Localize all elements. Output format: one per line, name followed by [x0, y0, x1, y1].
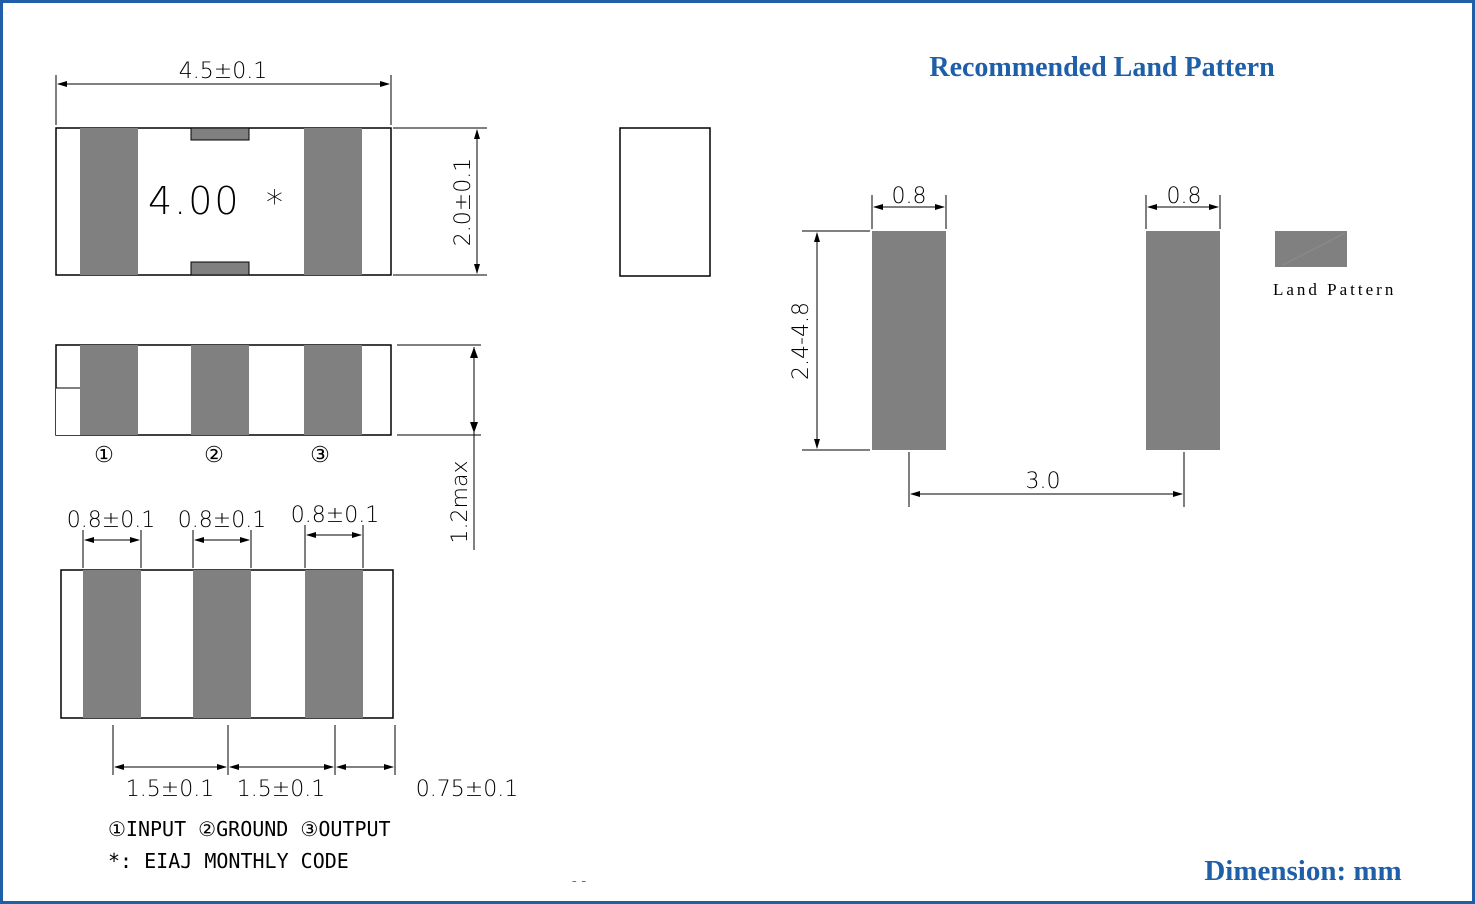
side-electrode-3: [304, 345, 362, 435]
side-view: ① ② ③ 1.2max: [55, 344, 481, 550]
pitch-dim-label-2: 1.5±0.1: [237, 777, 325, 802]
land-pad-right: [1146, 231, 1220, 450]
pitch-dim-label-1: 1.5±0.1: [126, 777, 214, 802]
pad-width-label-right: 0.8: [1167, 184, 1202, 209]
page-mark: - -: [572, 873, 587, 889]
pin-label-1: ①: [94, 443, 114, 468]
height-arrow-top: [470, 347, 478, 358]
side-notch: [56, 388, 80, 435]
land-pattern: Recommended Land Pattern 0.8 0.8 2.4-4.8…: [789, 52, 1396, 507]
land-pattern-title: Recommended Land Pattern: [929, 52, 1275, 83]
pad-length-label: 2.4-4.8: [789, 302, 814, 380]
top-view: 4.00 * 4.5±0.1 2.0±0.1: [55, 59, 711, 277]
edge-dim-label: 0.75±0.1: [416, 777, 518, 802]
top-ground-tab-upper: [190, 127, 250, 141]
width-dim-label: 2.0±0.1: [451, 158, 476, 246]
height-arrow-bottom: [470, 422, 478, 433]
top-electrode-left: [80, 128, 138, 275]
units-note: Dimension: mm: [1204, 855, 1401, 887]
legend-label: Land Pattern: [1273, 280, 1396, 299]
height-dim-label: 1.2max: [448, 461, 473, 544]
side-electrode-2: [191, 345, 249, 435]
electrode-width-label-3: 0.8±0.1: [291, 503, 379, 528]
bottom-view: 0.8±0.1 0.8±0.1 0.8±0.1 1.5±0.1 1.5±0.1 …: [60, 503, 518, 802]
bottom-electrode-1: [83, 570, 141, 718]
land-pad-left: [872, 231, 946, 450]
side-electrode-1: [80, 345, 138, 435]
electrode-width-label-1: 0.8±0.1: [67, 508, 155, 533]
end-view-body: [619, 127, 711, 277]
electrode-width-label-2: 0.8±0.1: [178, 508, 266, 533]
marking-text: 4.00: [148, 179, 241, 223]
pin-label-2: ②: [204, 443, 224, 468]
pad-width-label-left: 0.8: [892, 184, 927, 209]
pad-spacing-label: 3.0: [1026, 469, 1061, 494]
top-ground-tab-lower: [190, 261, 250, 276]
bottom-electrode-3: [305, 570, 363, 718]
legend-swatch: [1275, 231, 1347, 267]
length-dim-label: 4.5±0.1: [179, 59, 267, 84]
pin-notes: ①INPUT ②GROUND ③OUTPUT: [108, 817, 391, 841]
code-note: *: EIAJ MONTHLY CODE: [108, 849, 349, 873]
bottom-electrode-2: [193, 570, 251, 718]
top-electrode-right: [304, 128, 362, 275]
pin-label-3: ③: [310, 443, 330, 468]
marking-symbol: *: [266, 183, 283, 223]
legend-swatch-hatch: [1282, 232, 1346, 266]
